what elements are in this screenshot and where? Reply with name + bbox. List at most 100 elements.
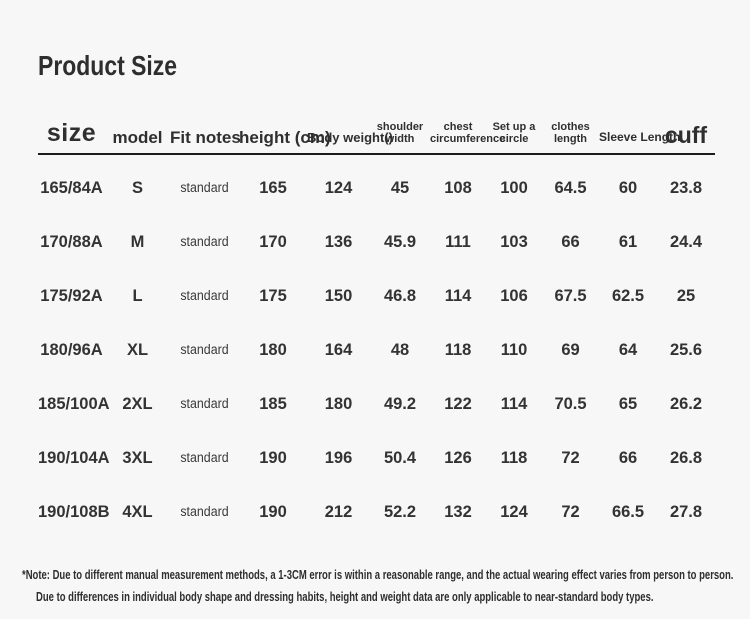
table-cell: 170/88A [40, 233, 103, 251]
col-header-shoulder-width: shoulder width [376, 120, 424, 146]
table-cell: 45.9 [383, 233, 417, 251]
table-cell: 136 [324, 233, 353, 251]
table-cell: 61 [618, 233, 638, 251]
size-table: size model Fit notes height (cm) Body we… [38, 105, 715, 539]
table-cell: 114 [500, 395, 528, 413]
col-header-height: height (cm) [239, 128, 331, 148]
table-cell: 25 [676, 287, 696, 305]
col-header-fit-notes: Fit notes [170, 128, 241, 148]
table-cell: 110 [500, 341, 528, 359]
table-cell: 185/100A [38, 395, 110, 413]
note-line-2: Due to differences in individual body sh… [36, 589, 654, 604]
table-cell: 50.4 [383, 449, 417, 467]
table-cell: standard [180, 450, 229, 465]
table-cell: 180/96A [40, 341, 103, 359]
table-cell: 66 [561, 233, 580, 251]
col-header-set-up-a-circle: Set up a circle [492, 120, 536, 146]
table-cell: 180 [324, 395, 353, 413]
table-cell: 64.5 [554, 179, 587, 197]
table-cell: 164 [324, 341, 353, 359]
table-cell: 190 [259, 449, 287, 467]
table-cell: 185 [259, 395, 287, 413]
note-line-1: *Note: Due to different manual measureme… [22, 567, 734, 582]
table-cell: 175/92A [40, 287, 103, 305]
table-cell: 111 [445, 233, 471, 251]
table-cell: standard [180, 288, 229, 303]
table-cell: 150 [324, 287, 353, 305]
table-cell: 190 [259, 503, 287, 521]
table-cell: 190/104A [38, 449, 110, 467]
table-cell: 165 [259, 179, 287, 197]
table-cell: 175 [259, 287, 287, 305]
table-cell: 114 [444, 287, 472, 305]
table-row: 180/96A XL standard 180 164 48 118 110 69 64 25.6 [38, 323, 715, 377]
table-cell: 49.2 [383, 395, 417, 413]
table-cell: 4XL [122, 503, 153, 521]
col-header-clothes-length: clothes length [551, 120, 590, 146]
table-cell: 48 [390, 341, 410, 359]
table-cell: standard [180, 342, 229, 357]
table-cell: 3XL [122, 449, 153, 467]
table-cell: 24.4 [669, 233, 703, 251]
table-cell: 66.5 [611, 503, 645, 521]
col-header-chest-circumference: chest circumference [430, 120, 506, 146]
col-header-size: size [46, 119, 97, 148]
table-cell: 27.8 [669, 503, 703, 521]
table-cell: 62.5 [611, 287, 645, 305]
table-cell: 52.2 [383, 503, 417, 521]
footnotes: *Note: Due to different manual measureme… [22, 564, 750, 608]
table-cell: XL [126, 341, 149, 359]
table-cell: 196 [324, 449, 353, 467]
table-cell: 118 [500, 449, 528, 467]
col-header-cuff: cuff [664, 121, 708, 148]
table-cell: 70.5 [554, 395, 587, 413]
table-cell: 132 [444, 503, 472, 521]
table-cell: 124 [324, 179, 353, 197]
table-cell: 26.8 [669, 449, 703, 467]
table-cell: 60 [618, 179, 638, 197]
table-cell: 25.6 [669, 341, 703, 359]
table-row: 190/108B 4XL standard 190 212 52.2 132 124 72 66.… [38, 485, 715, 539]
table-cell: M [130, 233, 145, 251]
table-row: 190/104A 3XL standard 190 196 50.4 126 118 72 66 2… [38, 431, 715, 485]
table-cell: 106 [500, 287, 528, 305]
table-cell: 212 [324, 503, 353, 521]
table-cell: standard [180, 396, 229, 411]
col-header-model: model [112, 128, 163, 148]
table-cell: 23.8 [669, 179, 703, 197]
table-cell: 122 [444, 395, 472, 413]
table-cell: 124 [500, 503, 528, 521]
table-cell: 46.8 [383, 287, 417, 305]
table-header-row: size model Fit notes height (cm) Body we… [38, 105, 715, 155]
table-row: 185/100A 2XL standard 185 180 49.2 122 114 70.5 6… [38, 377, 715, 431]
table-cell: 69 [561, 341, 580, 359]
table-cell: 103 [500, 233, 528, 251]
table-cell: 72 [561, 449, 580, 467]
table-cell: standard [180, 180, 229, 195]
table-cell: 100 [500, 179, 528, 197]
table-cell: 67.5 [554, 287, 587, 305]
table-cell: 126 [444, 449, 472, 467]
table-cell: 66 [618, 449, 638, 467]
table-cell: S [131, 179, 143, 197]
table-cell: standard [180, 504, 229, 519]
table-cell: 190/108B [38, 503, 110, 521]
table-cell: 2XL [122, 395, 153, 413]
col-header-sleeve-length: Sleeve Length [599, 130, 681, 145]
page-title: Product Size [38, 50, 178, 81]
table-cell: 72 [561, 503, 580, 521]
table-cell: 170 [259, 233, 287, 251]
col-header-body-weight: Body weight() [307, 130, 393, 146]
table-cell: 64 [618, 341, 638, 359]
table-cell: 26.2 [669, 395, 703, 413]
table-cell: 165/84A [40, 179, 103, 197]
table-cell: 180 [259, 341, 287, 359]
table-cell: standard [180, 234, 229, 249]
table-cell: L [132, 287, 143, 305]
table-cell: 65 [618, 395, 638, 413]
